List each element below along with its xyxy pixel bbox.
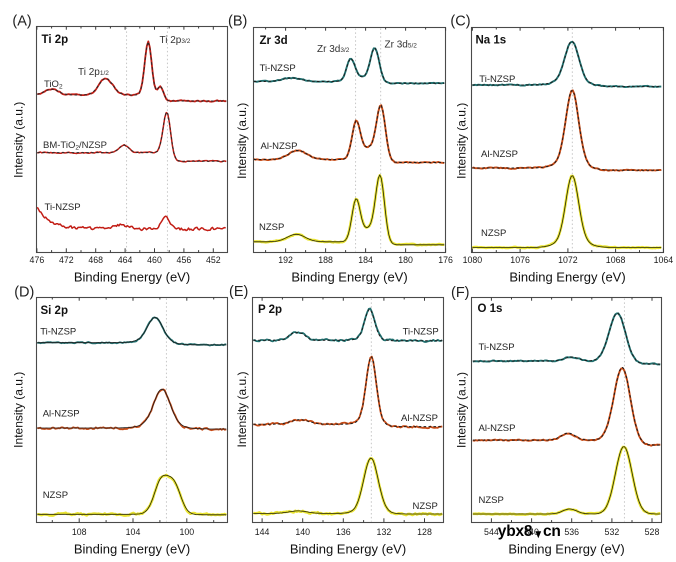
svg-text:(B): (B) (228, 14, 247, 30)
svg-text:1068: 1068 (606, 255, 626, 265)
svg-text:140: 140 (295, 527, 310, 537)
svg-text:(E): (E) (229, 284, 248, 300)
svg-text:472: 472 (59, 255, 74, 265)
svg-text:188: 188 (318, 255, 333, 265)
svg-text:Binding Energy (eV): Binding Energy (eV) (74, 542, 190, 557)
svg-text:136: 136 (336, 527, 351, 537)
svg-text:Intensity (a.u.): Intensity (a.u.) (455, 103, 469, 179)
svg-text:1064: 1064 (654, 255, 674, 265)
svg-text:Intensity (a.u.): Intensity (a.u.) (455, 372, 469, 448)
svg-text:BM-TiO2/NZSP: BM-TiO2/NZSP (43, 140, 107, 152)
svg-text:1080: 1080 (463, 255, 483, 265)
svg-text:460: 460 (147, 255, 162, 265)
svg-text:184: 184 (358, 255, 373, 265)
svg-text:532: 532 (605, 527, 620, 537)
svg-text:Al-NZSP: Al-NZSP (401, 413, 438, 424)
svg-text:O 1s: O 1s (478, 303, 503, 315)
svg-text:Ti-NZSP: Ti-NZSP (403, 327, 439, 338)
svg-text:468: 468 (88, 255, 103, 265)
svg-text:180: 180 (398, 255, 413, 265)
svg-text:Ti-NZSP: Ti-NZSP (260, 63, 296, 74)
svg-text:Ti 2p3/2: Ti 2p3/2 (160, 35, 191, 46)
svg-text:Al-NZSP: Al-NZSP (43, 409, 80, 420)
svg-text:NZSP: NZSP (479, 495, 504, 506)
svg-text:Ti-NZSP: Ti-NZSP (479, 74, 515, 85)
svg-text:Al-NZSP: Al-NZSP (479, 423, 516, 434)
svg-text:TiO2: TiO2 (44, 79, 63, 91)
svg-text:Ti-NZSP: Ti-NZSP (40, 327, 76, 338)
svg-text:Al-NZSP: Al-NZSP (481, 149, 518, 160)
svg-text:Intensity (a.u.): Intensity (a.u.) (235, 371, 249, 447)
svg-text:(C): (C) (450, 14, 470, 30)
svg-text:540: 540 (524, 527, 539, 537)
svg-text:544: 544 (484, 527, 499, 537)
svg-text:132: 132 (377, 527, 392, 537)
svg-text:100: 100 (179, 527, 194, 537)
svg-text:Intensity (a.u.): Intensity (a.u.) (235, 103, 249, 179)
svg-text:108: 108 (72, 527, 87, 537)
svg-text:Binding Energy (eV): Binding Energy (eV) (290, 542, 406, 557)
svg-text:Ti-NZSP: Ti-NZSP (45, 202, 81, 213)
svg-text:Si 2p: Si 2p (41, 305, 68, 317)
svg-text:(F): (F) (451, 285, 470, 301)
svg-text:Al-NZSP: Al-NZSP (261, 141, 298, 152)
svg-text:1072: 1072 (558, 255, 578, 265)
svg-text:128: 128 (417, 527, 432, 537)
svg-text:Ti-NZSP: Ti-NZSP (479, 342, 515, 353)
svg-text:cn: cn (543, 523, 561, 540)
svg-text:Zr 3d5/2: Zr 3d5/2 (385, 40, 418, 51)
svg-text:NZSP: NZSP (259, 222, 284, 233)
svg-text:Intensity (a.u.): Intensity (a.u.) (12, 372, 26, 448)
svg-text:Binding Energy (eV): Binding Energy (eV) (508, 542, 624, 557)
svg-text:Ti 2p1/2: Ti 2p1/2 (78, 67, 109, 78)
svg-text:Zr 3d: Zr 3d (260, 35, 288, 47)
svg-text:Binding Energy (eV): Binding Energy (eV) (291, 270, 407, 285)
svg-text:(A): (A) (12, 14, 31, 30)
svg-text:(D): (D) (14, 285, 34, 301)
svg-text:Binding Energy (eV): Binding Energy (eV) (509, 270, 625, 285)
svg-text:452: 452 (206, 255, 221, 265)
svg-text:Ti 2p: Ti 2p (42, 34, 69, 46)
svg-text:Binding Energy (eV): Binding Energy (eV) (74, 270, 190, 285)
svg-text:P 2p: P 2p (258, 304, 282, 316)
svg-text:104: 104 (126, 527, 141, 537)
svg-text:NZSP: NZSP (413, 501, 438, 512)
svg-text:176: 176 (438, 255, 453, 265)
svg-text:Intensity (a.u.): Intensity (a.u.) (12, 102, 26, 178)
svg-text:464: 464 (118, 255, 133, 265)
svg-text:1076: 1076 (510, 255, 530, 265)
svg-text:NZSP: NZSP (43, 490, 68, 501)
svg-text:456: 456 (177, 255, 192, 265)
svg-text:192: 192 (278, 255, 293, 265)
svg-text:536: 536 (564, 527, 579, 537)
svg-text:Zr 3d3/2: Zr 3d3/2 (317, 44, 350, 55)
svg-text:ybx8: ybx8 (498, 523, 533, 540)
svg-text:144: 144 (255, 527, 270, 537)
svg-text:NZSP: NZSP (481, 228, 506, 239)
svg-text:528: 528 (645, 527, 660, 537)
svg-text:476: 476 (30, 255, 45, 265)
svg-text:Na 1s: Na 1s (476, 35, 507, 47)
